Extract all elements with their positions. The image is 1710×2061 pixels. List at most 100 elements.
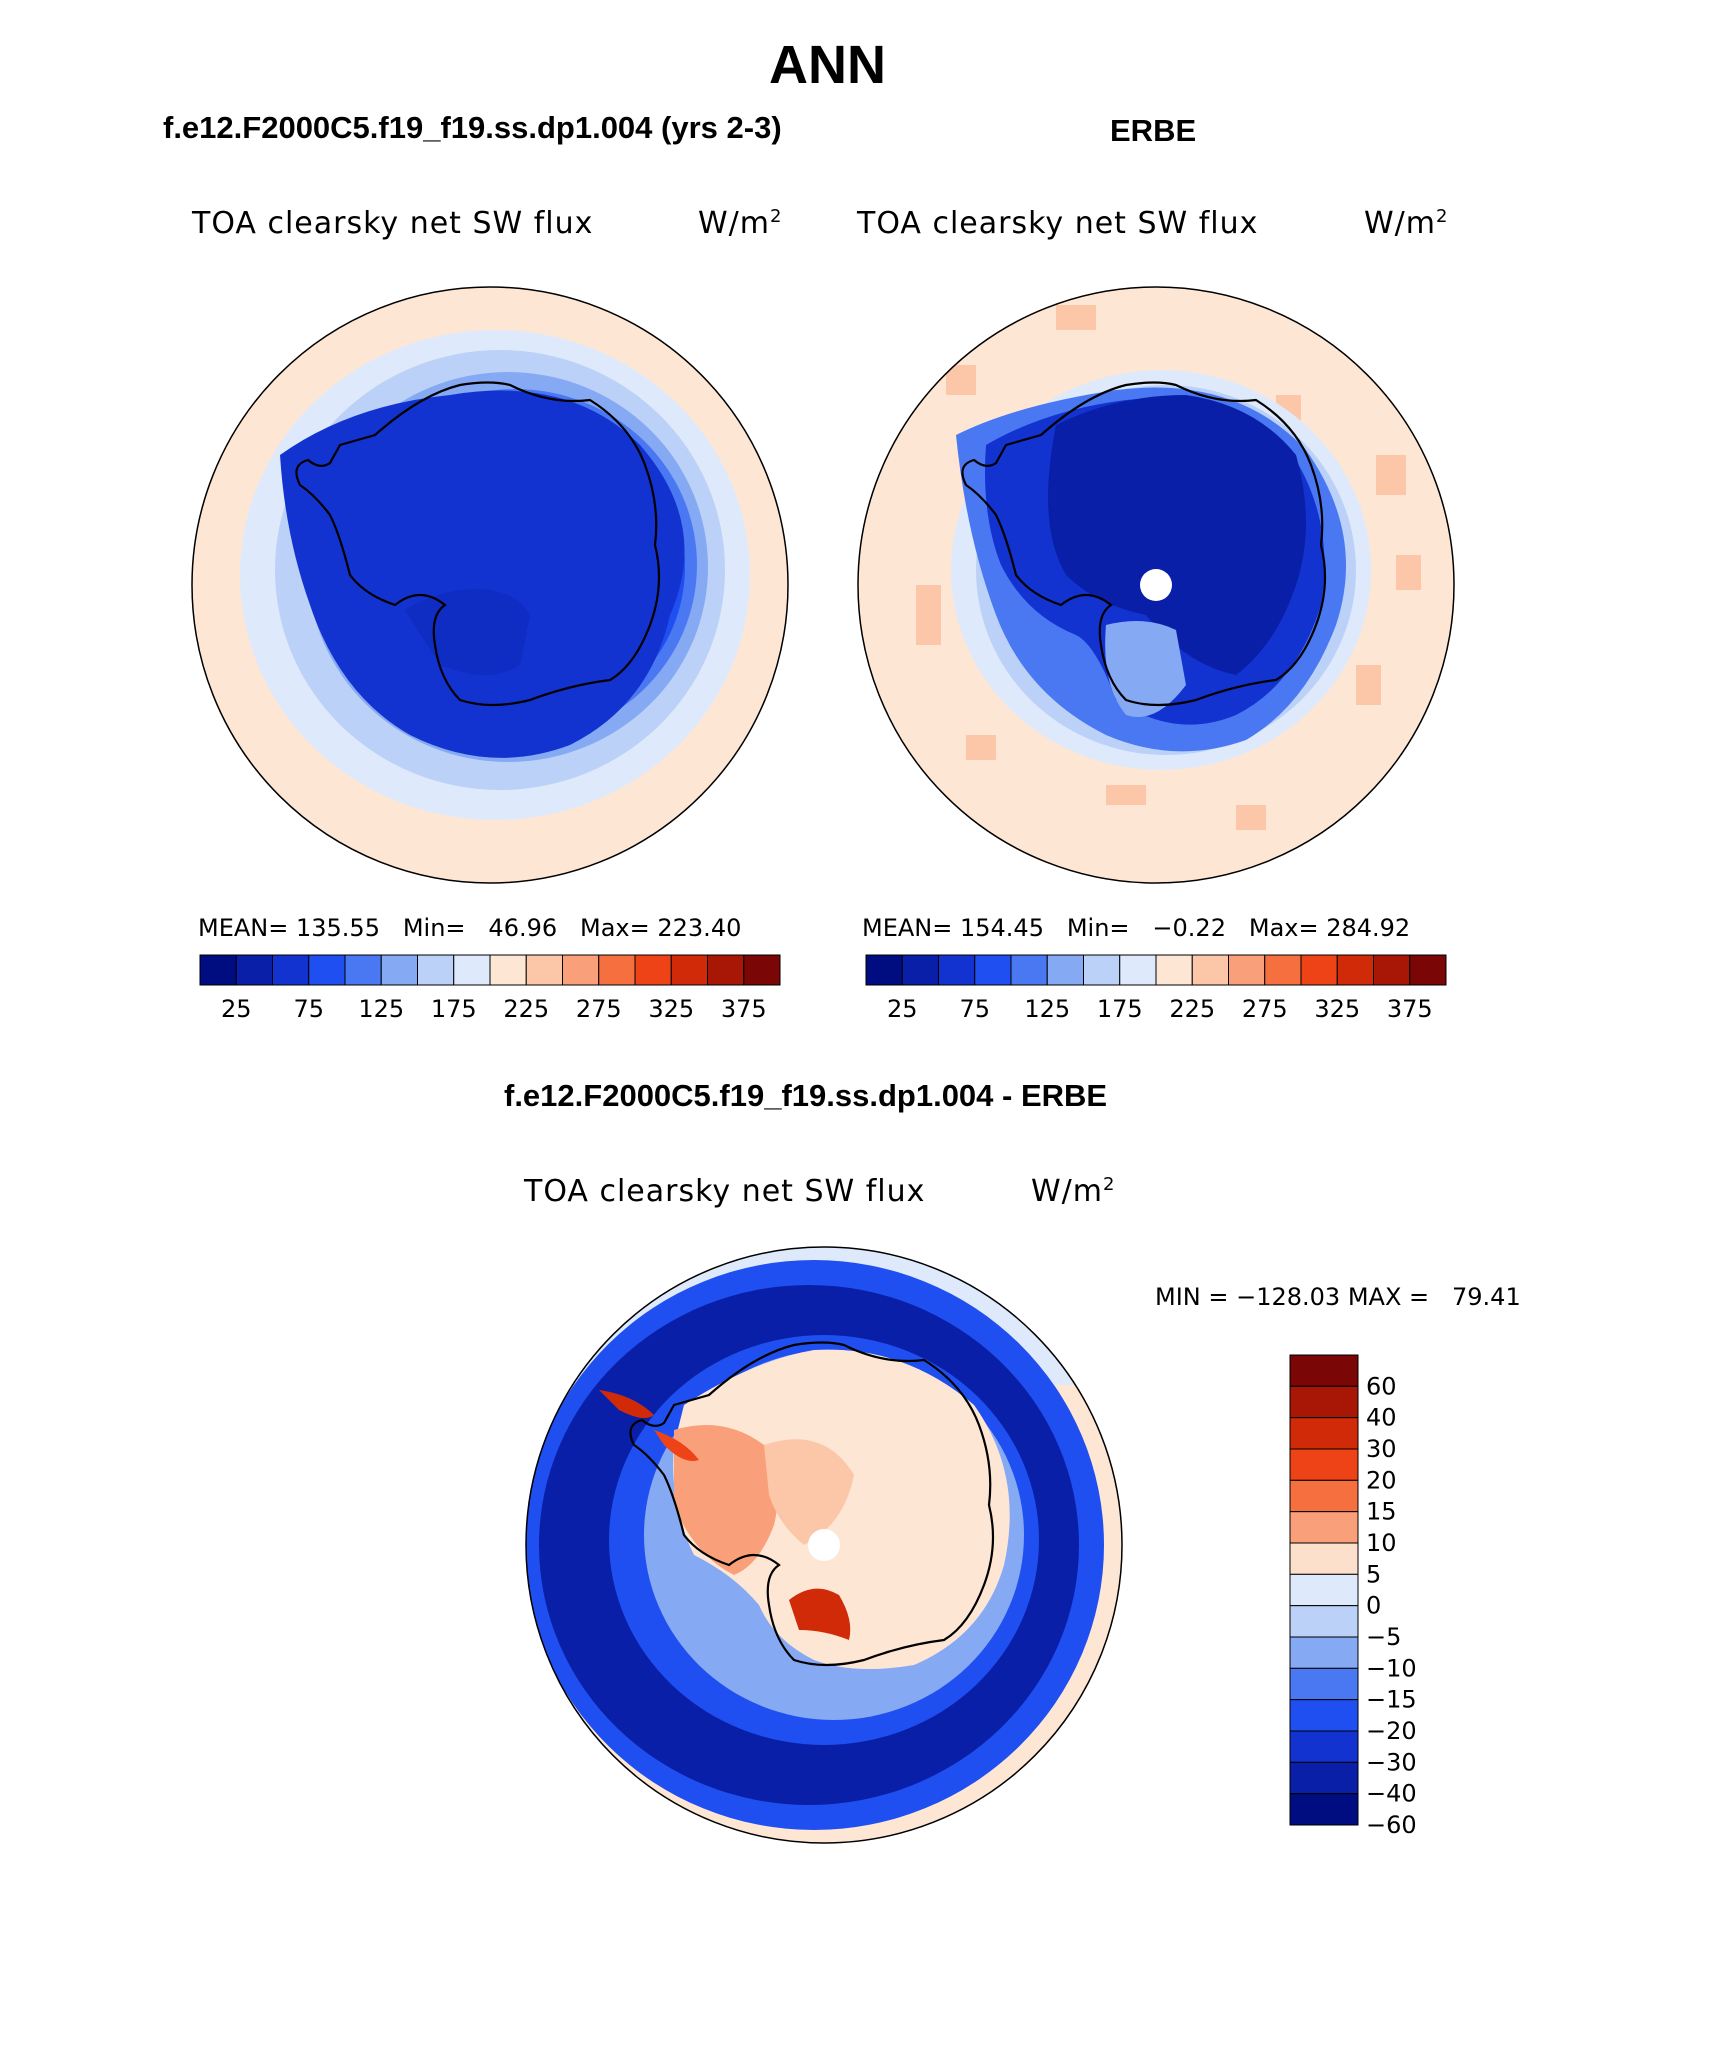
panel1-colorbar-tick-label: 75 [293,995,324,1023]
panel2-colorbar-tick-label: 275 [1242,995,1288,1023]
panel2-map-border [857,286,1455,884]
panel2-colorbar-swatch [938,954,976,986]
diff-colorbar-swatch [1289,1636,1359,1669]
panel1-colorbar-swatch [308,954,346,986]
panel1-colorbar-swatch [344,954,382,986]
panel2-map [857,286,1455,884]
panel2-colorbar-swatch [1300,954,1338,986]
panel1-coastline [295,381,661,707]
diff-colorbar-tick-label: −30 [1366,1748,1417,1776]
panel1-colorbar-swatch [562,954,600,986]
panel2-colorbar-swatch [1010,954,1048,986]
panel2-colorbar-tick-label: 375 [1387,995,1433,1023]
panel1-colorbar-swatch [235,954,273,986]
panel2-colorbar-swatch [1228,954,1266,986]
panel1-colorbar-tick-label: 125 [358,995,404,1023]
panel2-pole-gap [1140,569,1172,601]
diff-colorbar-tick-label: 60 [1366,1372,1397,1400]
diff-minmax: MIN = −128.03 MAX = 79.41 [1155,1283,1521,1311]
diff-colorbar-tick-label: −5 [1366,1623,1401,1651]
diff-colorbar-swatch [1289,1385,1359,1419]
panel2-colorbar-tick-label: 75 [959,995,990,1023]
panel1-map-border [191,286,789,884]
panel1-colorbar-tick-label: 175 [431,995,477,1023]
diff-colorbar-tick-label: −20 [1366,1717,1417,1745]
panel2-colorbar-swatch [1336,954,1374,986]
diff-colorbar-swatch [1289,1667,1359,1701]
diff-colorbar-tick-label: −10 [1366,1654,1417,1682]
diff-variable-label: TOA clearsky net SW flux [524,1174,926,1209]
panel1-units: W/m2 [698,206,783,241]
panel1-colorbar-swatch [380,954,418,986]
panel1-colorbar-tick-label: 375 [721,995,767,1023]
panel2-variable-label: TOA clearsky net SW flux [857,206,1259,241]
panel1-colorbar-tick-label: 25 [221,995,252,1023]
diff-colorbar-swatch [1289,1354,1359,1387]
panel1-colorbar: 25 75 125 175 225 275 325 375 [199,954,781,1023]
panel2-units: W/m2 [1364,206,1449,241]
diff-colorbar-swatch [1289,1699,1359,1732]
panel2-coastline [961,381,1327,707]
page-title: ANN [769,35,886,95]
panel1-variable-label: TOA clearsky net SW flux [192,206,594,241]
diff-colorbar-swatch [1289,1479,1359,1513]
diff-colorbar-swatch [1289,1448,1359,1481]
panel1-colorbar-swatch [743,954,781,986]
panel1-colorbar-swatch [670,954,708,986]
diff-colorbar-tick-label: −15 [1366,1686,1417,1714]
panel2-colorbar-swatch [865,954,903,986]
panel1-colorbar-tick-label: 325 [648,995,694,1023]
diff-colorbar-tick-label: 15 [1366,1498,1397,1526]
panel2-case-title: ERBE [1110,113,1197,148]
panel1-colorbar-swatch [453,954,491,986]
panel1-case-title: f.e12.F2000C5.f19_f19.ss.dp1.004 (yrs 2-… [163,110,782,145]
panel1-colorbar-tick-label: 275 [576,995,622,1023]
diff-case-title: f.e12.F2000C5.f19_f19.ss.dp1.004 - ERBE [504,1078,1108,1113]
diff-colorbar-tick-label: −40 [1366,1780,1417,1808]
panel2-colorbar-tick-label: 125 [1024,995,1070,1023]
diff-colorbar-tick-label: −60 [1366,1811,1417,1839]
panel2-colorbar: 25 75 125 175 225 275 325 375 [865,954,1447,1023]
panel2-colorbar-swatch [1083,954,1121,986]
panel2-colorbar-swatch [1155,954,1193,986]
diff-colorbar-swatch [1289,1417,1359,1450]
panel2-colorbar-swatch [1046,954,1084,986]
panel1-colorbar-swatch [417,954,455,986]
panel2-colorbar-tick-label: 25 [887,995,918,1023]
diff-colorbar-tick-label: 20 [1366,1466,1397,1494]
panel2-colorbar-swatch [1409,954,1447,986]
panel1-colorbar-swatch [199,954,237,986]
panel2-colorbar-tick-label: 225 [1169,995,1215,1023]
diff-colorbar-tick-label: 30 [1366,1435,1397,1463]
panel2-stats: MEAN= 154.45 Min= −0.22 Max= 284.92 [862,914,1411,942]
diff-units: W/m2 [1031,1174,1116,1209]
panel1-colorbar-swatch [525,954,563,986]
panel1-map [191,286,789,884]
panel1-colorbar-swatch [707,954,745,986]
diff-colorbar-swatch [1289,1542,1359,1575]
panel2-colorbar-tick-label: 175 [1097,995,1143,1023]
diff-colorbar-swatch [1289,1573,1359,1607]
panel1-colorbar-tick-label: 225 [503,995,549,1023]
diff-colorbar-tick-label: 5 [1366,1560,1381,1588]
diff-colorbar-tick-label: 10 [1366,1529,1397,1557]
panel2-colorbar-tick-label: 325 [1314,995,1360,1023]
diff-colorbar: 60 40 30 20 15 10 5 0 −5 −10 −15 −20 −30 −40 −60 [1289,1354,1417,1839]
panel1-colorbar-swatch [272,954,310,986]
panel1-stats: MEAN= 135.55 Min= 46.96 Max= 223.40 [198,914,742,942]
panel1-colorbar-swatch [598,954,636,986]
diff-coastline [629,1341,995,1667]
diff-colorbar-swatch [1289,1761,1359,1795]
diff-colorbar-tick-label: 0 [1366,1592,1381,1620]
panel2-colorbar-swatch [974,954,1012,986]
panel2-colorbar-swatch [1119,954,1157,986]
panel1-colorbar-swatch [634,954,672,986]
panel2-colorbar-swatch [901,954,939,986]
diff-colorbar-swatch [1289,1605,1359,1638]
panel2-colorbar-swatch [1264,954,1302,986]
diff-colorbar-tick-label: 40 [1366,1404,1397,1432]
diff-map [525,1246,1123,1844]
panel2-colorbar-swatch [1191,954,1229,986]
panel2-colorbar-swatch [1373,954,1411,986]
diff-pole-gap [808,1529,840,1561]
